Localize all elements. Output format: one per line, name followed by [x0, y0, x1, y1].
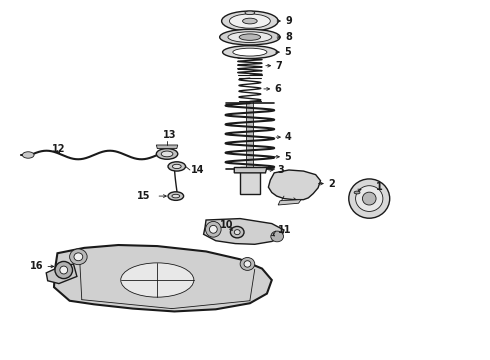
Ellipse shape: [55, 261, 73, 279]
Ellipse shape: [161, 151, 173, 157]
Text: 15: 15: [137, 191, 150, 201]
Ellipse shape: [234, 230, 240, 235]
Ellipse shape: [60, 266, 68, 274]
Ellipse shape: [222, 46, 277, 59]
Ellipse shape: [121, 263, 194, 297]
Polygon shape: [240, 167, 260, 194]
Text: 16: 16: [30, 261, 43, 271]
Ellipse shape: [74, 253, 83, 261]
Ellipse shape: [168, 162, 186, 171]
Ellipse shape: [172, 194, 180, 198]
Ellipse shape: [239, 34, 261, 40]
Ellipse shape: [230, 226, 244, 238]
Text: 3: 3: [278, 165, 284, 175]
Text: 14: 14: [192, 165, 205, 175]
Polygon shape: [246, 102, 253, 167]
Text: 10: 10: [220, 220, 233, 230]
Ellipse shape: [168, 192, 184, 201]
Text: 1: 1: [375, 182, 382, 192]
Text: 11: 11: [278, 225, 292, 235]
Polygon shape: [269, 170, 320, 200]
Ellipse shape: [172, 164, 181, 168]
Ellipse shape: [243, 18, 257, 24]
Ellipse shape: [244, 261, 251, 267]
Polygon shape: [278, 200, 301, 205]
Ellipse shape: [349, 179, 390, 218]
Text: 6: 6: [274, 84, 281, 94]
Ellipse shape: [354, 191, 360, 194]
Polygon shape: [54, 245, 272, 311]
Text: 7: 7: [275, 61, 282, 71]
Text: 5: 5: [284, 152, 291, 162]
Ellipse shape: [240, 257, 255, 270]
Ellipse shape: [156, 149, 178, 159]
Ellipse shape: [356, 186, 383, 211]
Polygon shape: [156, 145, 178, 149]
Ellipse shape: [228, 32, 272, 42]
Text: 9: 9: [286, 16, 292, 26]
Polygon shape: [46, 264, 77, 284]
Ellipse shape: [23, 152, 34, 158]
Text: 5: 5: [284, 47, 291, 57]
Ellipse shape: [229, 14, 270, 28]
Ellipse shape: [271, 231, 284, 242]
Ellipse shape: [205, 221, 221, 237]
Polygon shape: [234, 167, 267, 173]
Ellipse shape: [233, 48, 267, 56]
Text: 8: 8: [286, 32, 293, 42]
Ellipse shape: [209, 225, 217, 233]
Ellipse shape: [221, 11, 278, 31]
Text: 2: 2: [328, 179, 335, 189]
Ellipse shape: [220, 29, 280, 45]
Ellipse shape: [363, 192, 376, 205]
Text: 12: 12: [52, 144, 66, 154]
Text: 13: 13: [163, 130, 176, 140]
Ellipse shape: [70, 249, 87, 265]
Text: 4: 4: [285, 132, 292, 142]
Ellipse shape: [245, 11, 255, 15]
Polygon shape: [203, 219, 284, 244]
